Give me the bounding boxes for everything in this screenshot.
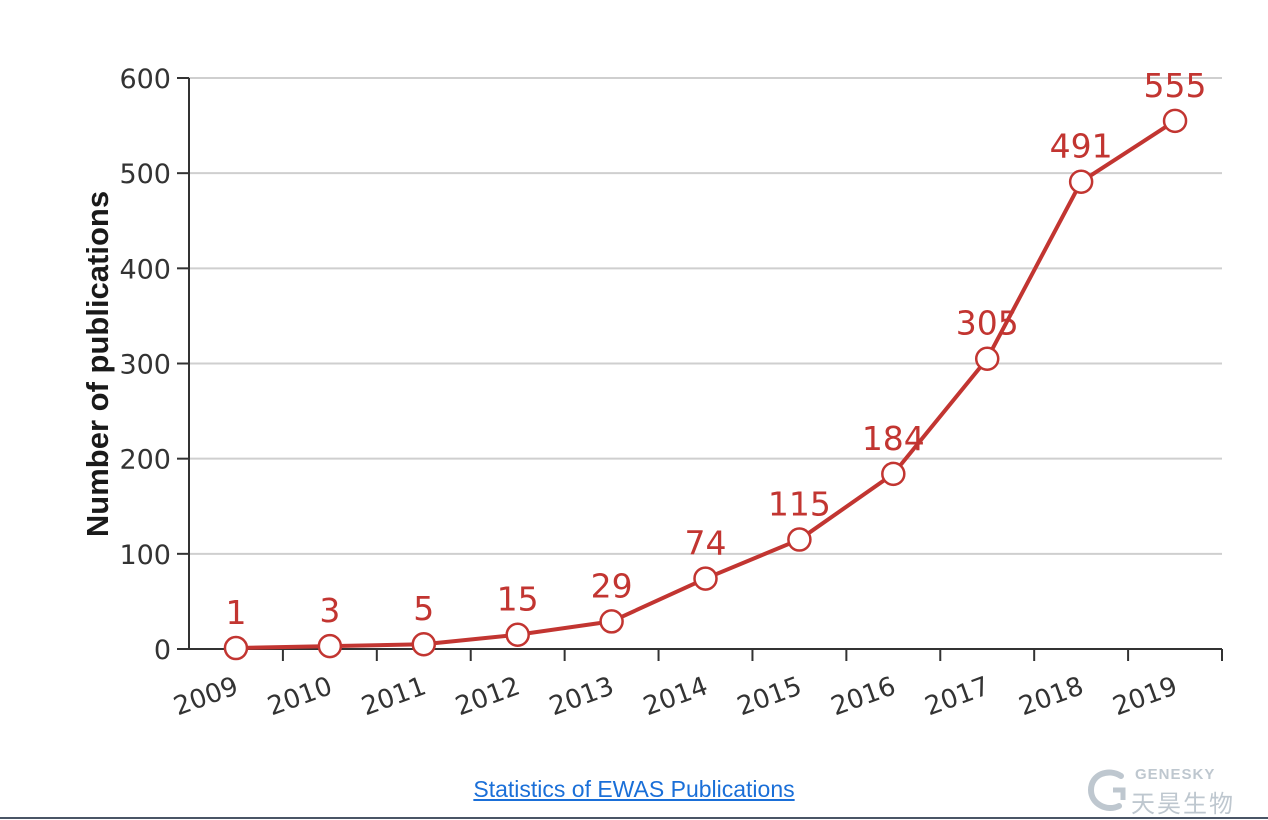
data-label: 305 xyxy=(956,304,1019,343)
grid-lines xyxy=(189,77,1222,555)
data-point xyxy=(787,527,812,552)
data-point xyxy=(693,566,718,591)
data-point xyxy=(1162,108,1188,134)
axes xyxy=(177,77,1223,661)
caption-link[interactable]: Statistics of EWAS Publications xyxy=(473,776,795,802)
data-point xyxy=(317,633,343,659)
data-label: 184 xyxy=(862,419,925,458)
genesky-logo-icon xyxy=(1087,769,1126,811)
data-label: 555 xyxy=(1144,66,1207,105)
data-label: 15 xyxy=(497,580,539,619)
tick-labels: 0 100 200 300 400 500 600 2009 2010 2011 2012 2013 2… xyxy=(119,64,1181,722)
data-point xyxy=(974,346,1000,371)
data-label: 491 xyxy=(1050,127,1113,166)
watermark-brand-en: GENESKY xyxy=(1135,766,1216,783)
x-tick-label: 2018 xyxy=(1015,671,1087,722)
x-tick-label: 2009 xyxy=(170,671,242,722)
line-chart: 0 100 200 300 400 500 600 2009 2010 2011 2012 2013 2… xyxy=(80,64,1223,722)
data-label: 1 xyxy=(225,593,246,632)
x-tick-label: 2017 xyxy=(921,671,993,722)
bottom-divider xyxy=(0,817,1268,819)
data-label: 3 xyxy=(319,591,340,630)
y-tick-label: 500 xyxy=(119,159,171,190)
watermark-brand-cn: 天昊生物 xyxy=(1131,790,1235,818)
data-point xyxy=(599,609,624,634)
y-tick-label: 0 xyxy=(154,635,171,666)
x-tick-label: 2012 xyxy=(452,671,524,722)
data-label: 74 xyxy=(685,524,727,563)
data-labels: 1 3 5 15 29 74 115 184 305 491 555 xyxy=(225,66,1206,632)
data-point xyxy=(411,631,437,657)
y-tick-label: 600 xyxy=(119,64,171,95)
y-tick-label: 300 xyxy=(119,350,171,381)
x-tick-label: 2015 xyxy=(733,671,805,722)
data-label: 115 xyxy=(768,485,831,524)
series-publications xyxy=(223,108,1188,661)
x-tick-label: 2019 xyxy=(1109,671,1181,722)
data-label: 5 xyxy=(413,589,434,628)
x-tick-label: 2014 xyxy=(639,671,711,722)
data-point xyxy=(881,461,906,487)
data-point xyxy=(1068,169,1094,194)
data-point xyxy=(505,622,530,647)
x-tick-label: 2016 xyxy=(827,671,899,722)
y-tick-label: 400 xyxy=(119,254,171,285)
x-tick-label: 2010 xyxy=(264,671,336,722)
y-axis-title: Number of publications xyxy=(80,191,115,537)
genesky-watermark: GENESKY 天昊生物 xyxy=(1083,764,1268,818)
y-tick-label: 100 xyxy=(119,540,171,571)
data-point xyxy=(223,635,249,661)
x-tick-label: 2011 xyxy=(358,671,430,722)
data-label: 29 xyxy=(591,566,633,605)
x-tick-label: 2013 xyxy=(546,671,618,722)
y-tick-label: 200 xyxy=(119,445,171,476)
